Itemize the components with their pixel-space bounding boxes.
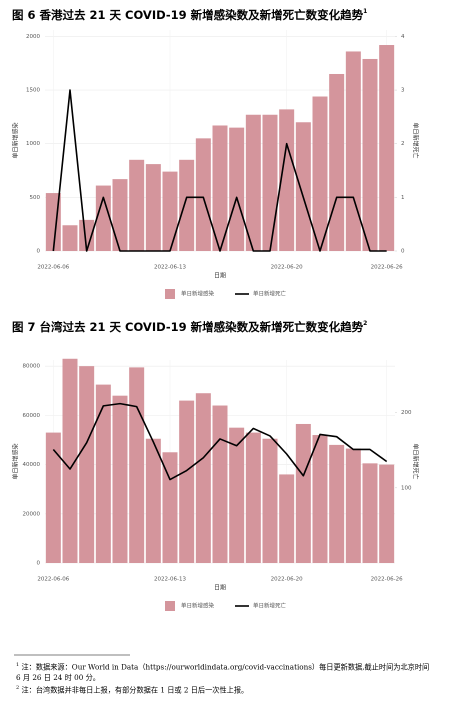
legend-swatch — [165, 289, 175, 299]
bar — [212, 125, 228, 251]
figure-title: 图 6 香港过去 21 天 COVID-19 新增感染数及新增死亡数变化趋势1 — [12, 8, 367, 22]
bar — [112, 179, 128, 251]
bar — [262, 438, 278, 563]
bar — [179, 400, 195, 563]
footnote-text: 注：数据来源：Our World in Data（https://ourworl… — [16, 662, 430, 682]
y-tick-label: 0 — [37, 561, 41, 567]
bar — [379, 464, 395, 563]
bar — [312, 96, 328, 252]
y2-axis-label: 单日新增死亡 — [412, 122, 420, 158]
y-tick-label: 1500 — [26, 88, 40, 94]
figure-title: 图 7 台湾过去 21 天 COVID-19 新增感染数及新增死亡数变化趋势2 — [12, 320, 367, 334]
footnote: 2 注：台湾数据并非每日上报，有部分数据在 1 日或 2 日后一次性上报。 — [16, 683, 436, 696]
x-tick-label: 2022-06-20 — [271, 265, 303, 271]
bar — [79, 219, 95, 251]
bar — [95, 384, 111, 563]
line — [52, 89, 387, 252]
bar — [245, 432, 261, 563]
bar — [362, 58, 378, 251]
x-tick-label: 2022-06-13 — [154, 577, 186, 583]
legend-swatch — [165, 601, 175, 611]
bar — [345, 448, 361, 563]
y-tick-label: 20000 — [23, 511, 41, 517]
bar — [295, 423, 311, 563]
x-tick-label: 2022-06-06 — [37, 265, 69, 271]
bar — [162, 171, 178, 251]
x-tick-label: 2022-06-26 — [371, 265, 403, 271]
y-tick-label: 80000 — [23, 364, 41, 370]
y2-tick-label: 3 — [401, 88, 405, 94]
x-tick-label: 2022-06-13 — [154, 265, 186, 271]
title-text: 图 7 台湾过去 21 天 COVID-19 新增感染数及新增死亡数变化趋势 — [12, 320, 364, 334]
bar — [62, 358, 78, 563]
bar — [312, 435, 328, 563]
bar — [179, 159, 195, 251]
y-tick-label: 0 — [37, 249, 41, 255]
bar — [362, 463, 378, 563]
y2-tick-label: 2 — [401, 141, 405, 147]
y2-tick-label: 0 — [401, 249, 405, 255]
bar — [329, 73, 345, 251]
legend-label: 单日新增感染 — [181, 602, 215, 610]
x-axis-label: 日期 — [214, 272, 226, 280]
legend-label: 单日新增感染 — [181, 290, 215, 298]
bar — [345, 51, 361, 251]
legend-label: 单日新增死亡 — [253, 602, 287, 610]
bar — [195, 393, 211, 563]
bar — [95, 185, 111, 251]
footnote-text: 注：台湾数据并非每日上报，有部分数据在 1 日或 2 日后一次性上报。 — [21, 685, 249, 695]
y2-tick-label: 100 — [401, 485, 412, 491]
bar — [229, 127, 245, 251]
y-axis-label: 单日新增感染 — [12, 122, 20, 158]
title-text: 图 6 香港过去 21 天 COVID-19 新增感染数及新增死亡数变化趋势 — [12, 8, 364, 22]
title-note: 1 — [363, 8, 367, 15]
bar — [245, 114, 261, 251]
bar — [129, 367, 145, 563]
bar — [212, 405, 228, 563]
y-tick-label: 500 — [30, 195, 41, 201]
bar — [295, 122, 311, 251]
bar — [162, 452, 178, 563]
footnote-mark: 2 — [16, 685, 20, 691]
bar — [262, 114, 278, 251]
y-tick-label: 40000 — [23, 462, 41, 468]
bar — [379, 45, 395, 252]
y-axis-label: 单日新增感染 — [12, 443, 20, 479]
bar — [112, 395, 128, 563]
y-tick-label: 60000 — [23, 413, 41, 419]
bar — [62, 225, 78, 251]
bar — [279, 474, 295, 563]
footnote-mark: 1 — [16, 662, 20, 668]
x-tick-label: 2022-06-26 — [371, 577, 403, 583]
bar — [45, 432, 61, 563]
bar — [79, 366, 95, 563]
bar — [195, 138, 211, 251]
line — [52, 402, 388, 481]
footnote: 1 注：数据来源：Our World in Data（https://ourwo… — [16, 660, 436, 683]
x-axis-label: 日期 — [214, 584, 226, 592]
y2-tick-label: 4 — [401, 34, 405, 40]
bar — [145, 438, 161, 563]
legend-label: 单日新增死亡 — [253, 290, 287, 298]
y2-tick-label: 1 — [401, 195, 405, 201]
x-tick-label: 2022-06-20 — [271, 577, 303, 583]
y2-axis-label: 单日新增死亡 — [412, 443, 420, 479]
bar — [145, 164, 161, 251]
y2-tick-label: 200 — [401, 410, 412, 416]
x-tick-label: 2022-06-06 — [37, 577, 69, 583]
bar — [129, 159, 145, 251]
bar — [329, 444, 345, 563]
bar — [279, 109, 295, 251]
title-note: 2 — [363, 320, 367, 327]
bar — [229, 427, 245, 563]
y-tick-label: 1000 — [26, 141, 40, 147]
y-tick-label: 2000 — [26, 34, 40, 40]
